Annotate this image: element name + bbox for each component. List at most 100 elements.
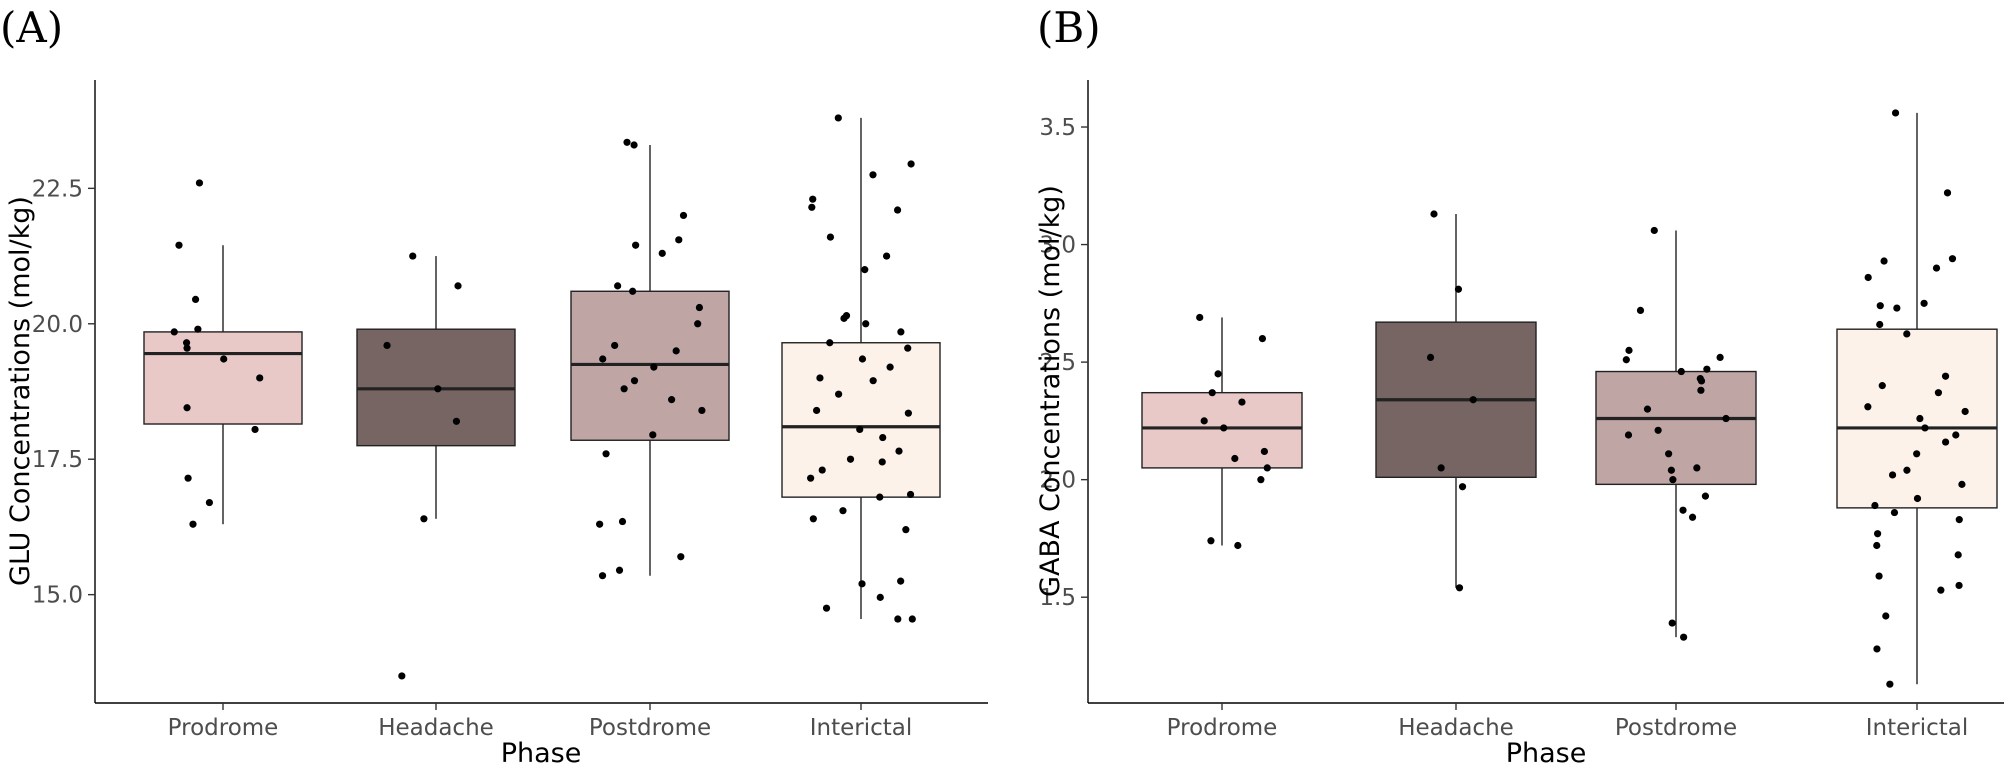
x-axis-title: Phase bbox=[1506, 738, 1587, 769]
data-point bbox=[1891, 109, 1900, 117]
data-point bbox=[1214, 370, 1222, 378]
data-point bbox=[1458, 483, 1467, 491]
data-point bbox=[826, 233, 835, 241]
data-point bbox=[1942, 438, 1950, 446]
data-point bbox=[1234, 541, 1242, 550]
data-point bbox=[1625, 346, 1633, 354]
x-tick-label-interictal: Interictal bbox=[1866, 715, 1969, 741]
data-point bbox=[1455, 584, 1464, 592]
data-point bbox=[1722, 414, 1730, 423]
y-tick-label: 15.0 bbox=[32, 583, 83, 609]
data-point bbox=[876, 493, 884, 501]
data-point bbox=[1260, 447, 1268, 456]
data-point bbox=[1208, 389, 1216, 397]
data-point bbox=[598, 572, 607, 580]
data-point bbox=[1469, 396, 1477, 404]
data-point bbox=[858, 580, 866, 588]
data-point bbox=[1263, 464, 1271, 472]
box-postdrome bbox=[570, 145, 730, 576]
panel-label: (B) bbox=[1037, 3, 1101, 52]
y-tick-label: 3.5 bbox=[1039, 115, 1076, 141]
data-point bbox=[614, 282, 622, 290]
data-point bbox=[420, 515, 428, 523]
data-point bbox=[191, 295, 200, 304]
data-point bbox=[822, 604, 831, 612]
data-point bbox=[1886, 680, 1894, 688]
data-point bbox=[882, 252, 891, 260]
x-ticks: Prodrome Headache Postdrome Interictal bbox=[168, 703, 912, 741]
data-point bbox=[808, 203, 816, 211]
data-point bbox=[675, 236, 683, 244]
data-point bbox=[452, 417, 461, 425]
data-point bbox=[1636, 306, 1645, 314]
data-point bbox=[698, 406, 706, 415]
data-point bbox=[1937, 586, 1945, 594]
data-point bbox=[893, 206, 902, 214]
data-point bbox=[1650, 226, 1658, 235]
data-point bbox=[434, 385, 442, 393]
data-point bbox=[630, 377, 639, 385]
panel-b: (B) 1.5 2.0 2.5 3.0 3.5 Prodrome Headache Post… bbox=[1035, 3, 2004, 769]
data-point bbox=[1716, 353, 1724, 362]
data-point bbox=[251, 425, 259, 434]
data-point bbox=[840, 314, 848, 322]
x-tick-label-headache: Headache bbox=[378, 715, 494, 741]
box-prodrome bbox=[1141, 317, 1303, 546]
data-point bbox=[1196, 313, 1204, 322]
data-point bbox=[856, 425, 864, 434]
data-point bbox=[862, 320, 870, 328]
data-point bbox=[807, 474, 815, 482]
y-tick-label: 1.5 bbox=[1039, 585, 1076, 611]
data-point bbox=[183, 344, 191, 352]
data-point bbox=[1961, 407, 1969, 416]
data-point bbox=[839, 507, 847, 515]
data-point bbox=[895, 447, 903, 455]
data-point bbox=[1888, 471, 1897, 479]
data-point bbox=[1954, 551, 1962, 559]
data-point bbox=[1697, 386, 1705, 394]
panel-label: (A) bbox=[0, 3, 63, 52]
data-point bbox=[1437, 464, 1445, 472]
data-point bbox=[695, 303, 704, 312]
data-point bbox=[623, 138, 631, 146]
data-point bbox=[1426, 353, 1435, 362]
box-interictal bbox=[781, 117, 941, 620]
iqr-box bbox=[1595, 370, 1757, 486]
data-point bbox=[1864, 273, 1872, 282]
y-ticks: 1.5 2.0 2.5 3.0 3.5 bbox=[1039, 115, 1088, 611]
y-tick-label: 2.5 bbox=[1039, 350, 1076, 376]
iqr-box bbox=[143, 331, 303, 425]
data-point bbox=[672, 347, 680, 355]
data-point bbox=[1916, 414, 1924, 423]
data-point bbox=[1667, 466, 1675, 474]
data-point bbox=[602, 450, 610, 458]
data-point bbox=[1913, 494, 1922, 503]
data-point bbox=[1430, 210, 1438, 218]
data-point bbox=[189, 520, 197, 528]
data-point bbox=[184, 474, 192, 482]
data-point bbox=[679, 211, 688, 220]
data-point bbox=[615, 566, 624, 574]
data-point bbox=[908, 615, 916, 623]
data-point bbox=[818, 466, 826, 474]
x-tick-label-postdrome: Postdrome bbox=[1615, 715, 1737, 741]
data-point bbox=[1955, 581, 1963, 590]
data-point bbox=[611, 341, 619, 350]
data-point bbox=[618, 517, 627, 526]
data-point bbox=[194, 325, 202, 333]
data-point bbox=[1934, 389, 1943, 397]
data-point bbox=[1882, 612, 1890, 620]
data-point bbox=[1941, 372, 1950, 380]
data-point bbox=[1943, 189, 1952, 197]
panel-a: (A) 15.0 17.5 20.0 22.5 Prodrome Headache Pos… bbox=[0, 3, 988, 769]
y-axis-title: GABA Concentrations (mol/kg) bbox=[1035, 185, 1066, 597]
data-point bbox=[1231, 454, 1239, 463]
data-point bbox=[813, 406, 821, 415]
data-point bbox=[1880, 257, 1888, 265]
data-point bbox=[858, 355, 867, 363]
data-point bbox=[906, 490, 915, 499]
plot-area bbox=[1141, 109, 1998, 688]
data-point bbox=[694, 320, 702, 328]
x-axis-title: Phase bbox=[501, 738, 582, 769]
